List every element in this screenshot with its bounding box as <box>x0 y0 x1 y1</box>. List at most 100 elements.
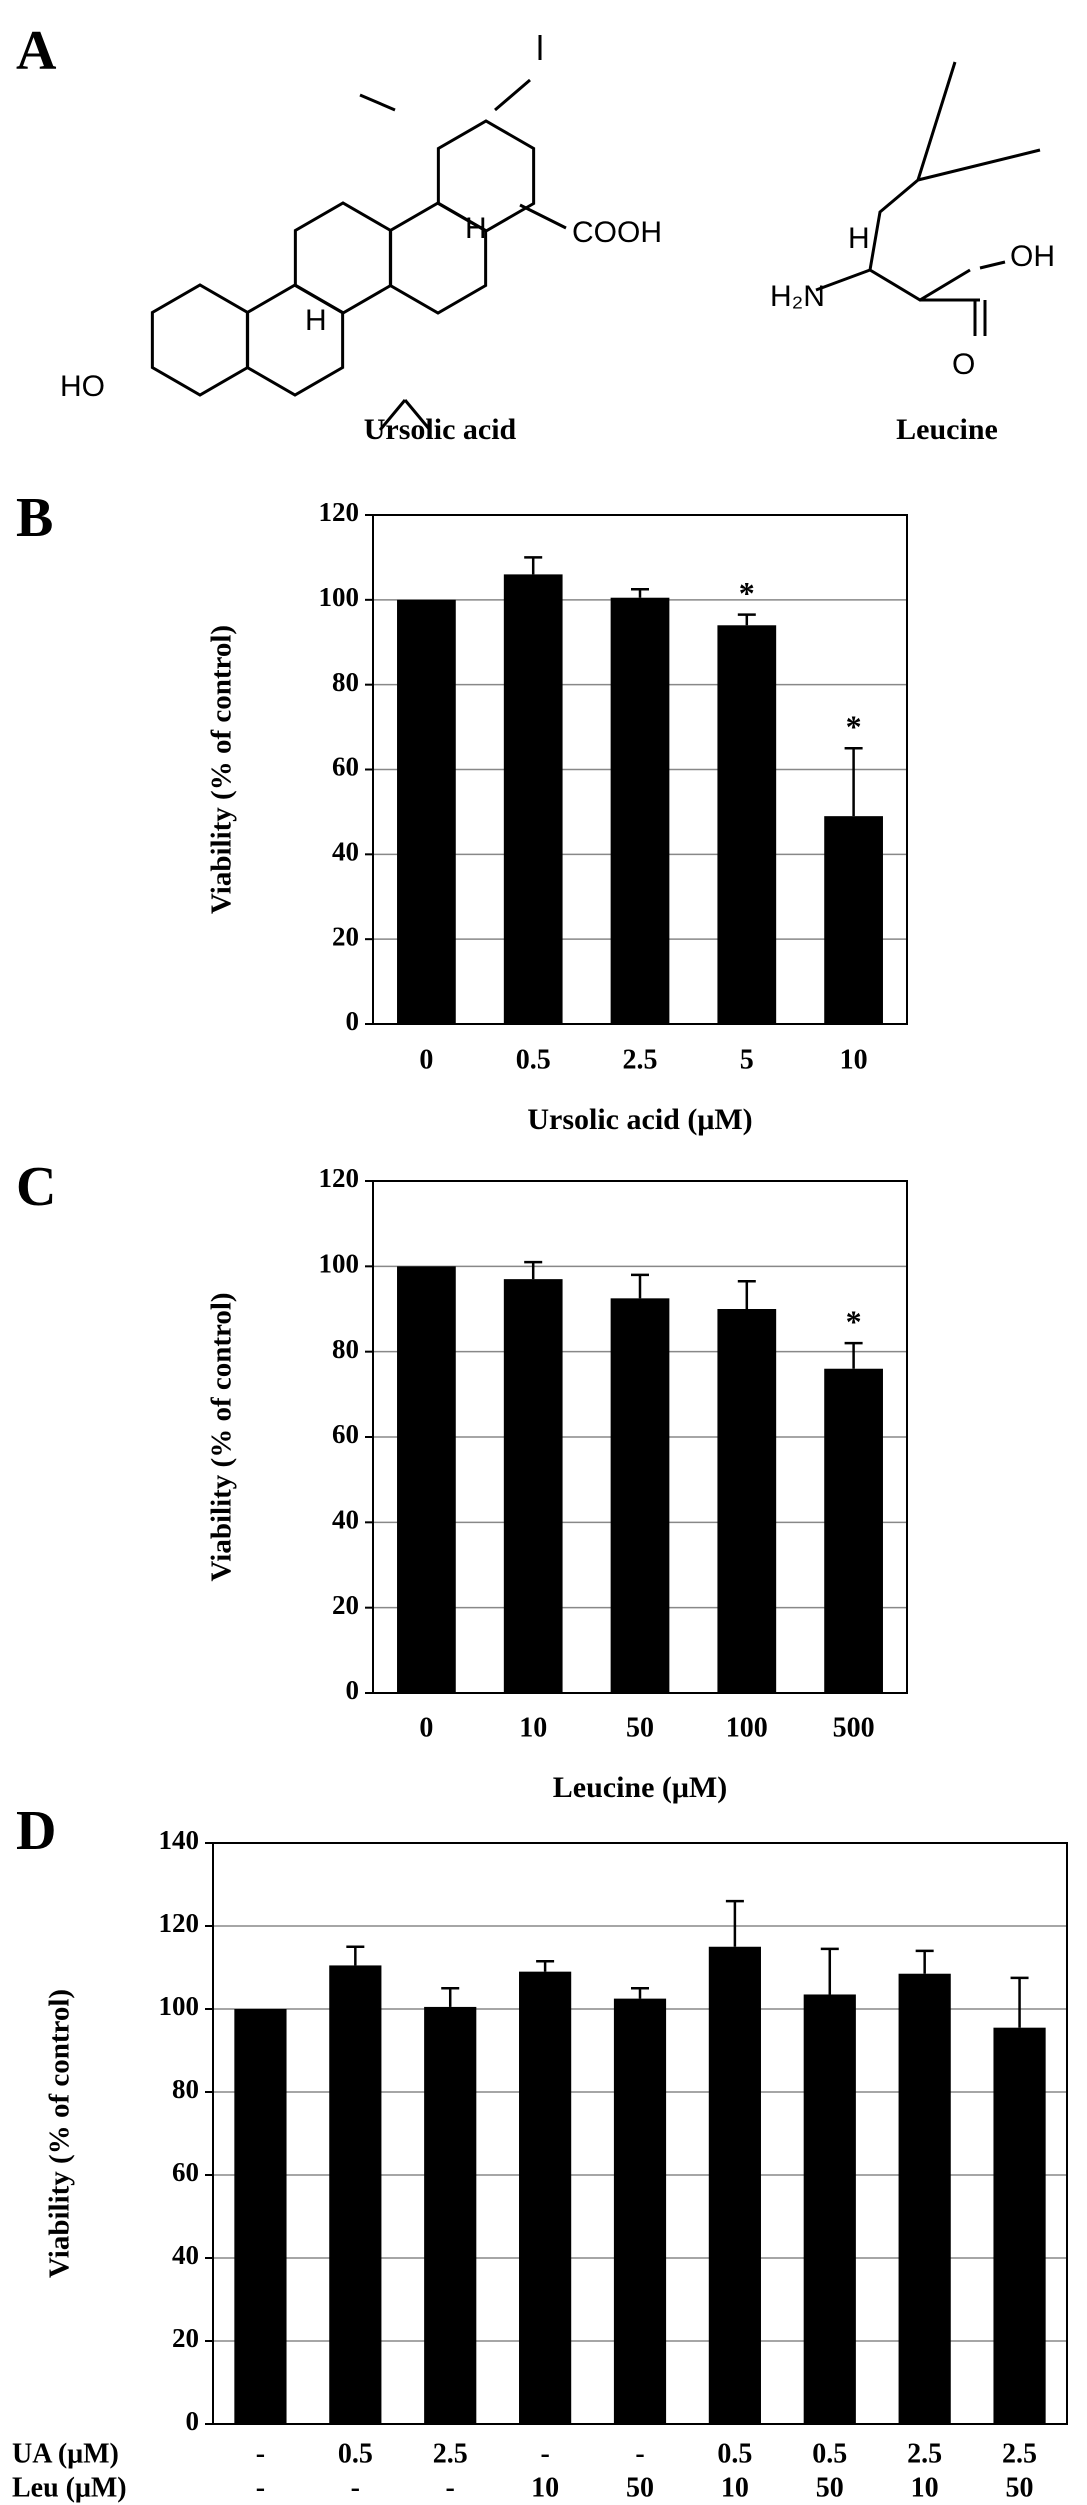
x-tick-label: - <box>540 2438 549 2469</box>
x-tick-label: 50 <box>1006 2472 1034 2503</box>
x-tick-label: 50 <box>816 2472 844 2503</box>
y-tick-label: 0 <box>346 1675 360 1705</box>
y-tick-label: 40 <box>332 837 359 867</box>
y-tick-label: 60 <box>332 752 359 782</box>
bar <box>503 574 563 1024</box>
x-tick-label: 50 <box>626 1712 654 1743</box>
panel-label: C <box>16 1156 56 1218</box>
x-tick-label: 0.5 <box>338 2438 373 2469</box>
atom-label: H <box>848 222 870 255</box>
x-tick-label: 10 <box>911 2472 939 2503</box>
structure-name: Leucine <box>896 413 998 446</box>
x-tick-label: 0 <box>419 1712 433 1743</box>
y-tick-label: 20 <box>332 1590 359 1620</box>
bar <box>717 625 777 1024</box>
x-tick-label: 10 <box>721 2472 749 2503</box>
bar <box>803 1994 856 2424</box>
bar <box>234 2009 287 2424</box>
x-tick-label: 2.5 <box>433 2438 468 2469</box>
y-tick-label: 140 <box>159 1825 200 1855</box>
x-tick-label: - <box>256 2472 265 2503</box>
y-axis-title: Viability (% of control) <box>206 625 238 914</box>
y-tick-label: 120 <box>319 497 360 527</box>
y-tick-label: 80 <box>172 2074 199 2104</box>
bar <box>898 1973 951 2424</box>
bar <box>397 1266 456 1693</box>
y-tick-label: 100 <box>319 582 360 612</box>
y-tick-label: 20 <box>332 921 359 951</box>
x-tick-label: 10 <box>531 2472 559 2503</box>
atom-label: HO <box>60 370 105 403</box>
bar <box>329 1965 382 2424</box>
x-tick-label: - <box>635 2438 644 2469</box>
y-tick-label: 100 <box>319 1249 360 1279</box>
bar <box>717 1309 777 1693</box>
x-tick-label: 0 <box>419 1044 433 1075</box>
bar <box>708 1946 761 2424</box>
bar <box>610 597 670 1024</box>
bar <box>424 2006 477 2424</box>
panel-label: B <box>16 487 53 549</box>
y-tick-label: 80 <box>332 1334 359 1364</box>
atom-label: OH <box>1010 240 1055 273</box>
bar <box>824 1368 883 1693</box>
x-tick-label: - <box>256 2438 265 2469</box>
y-tick-label: 0 <box>186 2406 200 2436</box>
bar <box>397 599 456 1024</box>
y-tick-label: 60 <box>172 2157 199 2187</box>
y-tick-label: 80 <box>332 667 359 697</box>
x-axis-title: Leucine (μM) <box>553 1771 727 1804</box>
x-tick-label: - <box>351 2472 360 2503</box>
panel-a: A COOH H H HO Ursolic acid H H₂N OH O Le… <box>16 20 1055 446</box>
x-tick-label: 10 <box>840 1044 868 1075</box>
x-tick-label: 2.5 <box>1002 2438 1037 2469</box>
x-tick-label: 0.5 <box>516 1044 551 1075</box>
x-tick-label: 2.5 <box>907 2438 942 2469</box>
ring <box>436 119 536 233</box>
bond <box>815 61 1041 336</box>
bar <box>519 1971 572 2424</box>
significance-marker: * <box>846 709 862 745</box>
y-tick-label: 120 <box>159 1908 200 1938</box>
significance-marker: * <box>739 575 755 611</box>
bond <box>359 35 567 431</box>
x-tick-label: 2.5 <box>623 1044 658 1075</box>
x-axis-title: Ursolic acid (μM) <box>527 1103 752 1136</box>
atom-label: H <box>305 304 327 337</box>
y-tick-label: 40 <box>172 2240 199 2270</box>
atom-label: H₂N <box>770 280 825 313</box>
y-axis-title: Viability (% of control) <box>206 1292 238 1581</box>
row-label: Leu (μM) <box>12 2472 127 2503</box>
y-tick-label: 40 <box>332 1505 359 1535</box>
x-tick-label: 5 <box>740 1044 754 1075</box>
y-tick-label: 20 <box>172 2323 199 2353</box>
bar <box>993 2027 1046 2424</box>
bar <box>613 1998 667 2424</box>
bar <box>610 1298 670 1693</box>
x-tick-label: 0.5 <box>812 2438 847 2469</box>
row-label: UA (μM) <box>12 2438 119 2469</box>
x-tick-label: 500 <box>833 1712 875 1743</box>
y-axis-title: Viability (% of control) <box>44 1989 76 2278</box>
structure-name: Ursolic acid <box>364 413 517 446</box>
bar <box>503 1279 563 1693</box>
x-tick-label: 100 <box>726 1712 768 1743</box>
x-tick-label: 50 <box>626 2472 654 2503</box>
ring <box>150 283 250 397</box>
x-tick-label: 10 <box>519 1712 547 1743</box>
atom-label: COOH <box>572 216 662 249</box>
y-tick-label: 100 <box>159 1991 200 2021</box>
y-tick-label: 120 <box>319 1163 360 1193</box>
significance-marker: * <box>846 1303 862 1339</box>
bar <box>824 816 883 1024</box>
x-tick-label: - <box>446 2472 455 2503</box>
panel-label: D <box>16 1800 56 1862</box>
ring <box>293 201 393 315</box>
x-tick-label: 0.5 <box>717 2438 752 2469</box>
atom-label: O <box>952 348 975 381</box>
ring <box>245 283 345 397</box>
y-tick-label: 0 <box>346 1006 360 1036</box>
panel-label: A <box>16 20 57 82</box>
y-tick-label: 60 <box>332 1419 359 1449</box>
